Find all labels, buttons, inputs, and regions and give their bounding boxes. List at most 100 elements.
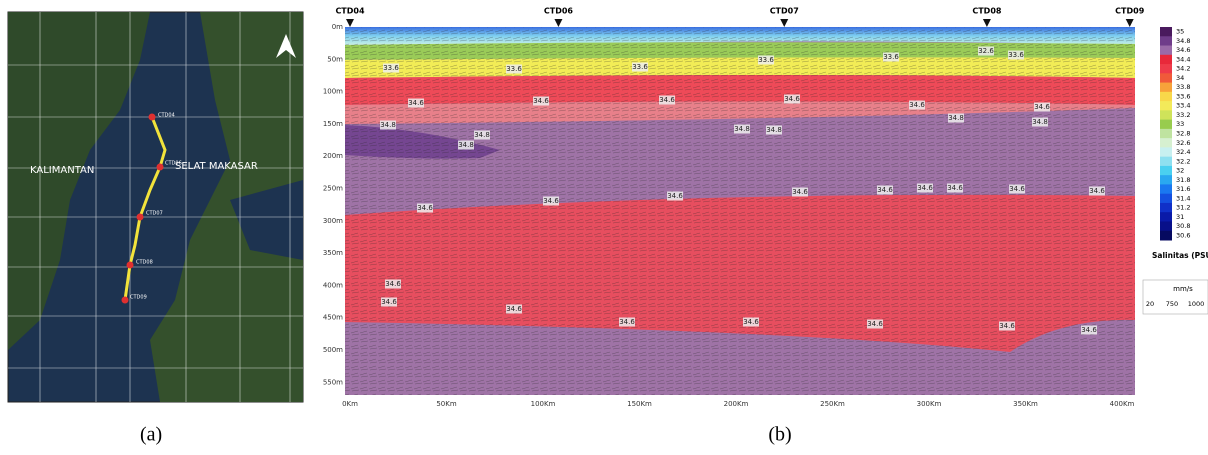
colorbar-swatch (1160, 184, 1172, 194)
colorbar-label: 33.4 (1176, 102, 1190, 110)
contour-label: 34.6 (947, 184, 963, 192)
caption: (a) (140, 424, 162, 446)
colorbar-label: 33.2 (1176, 111, 1190, 119)
map-label: SELAT MAKASAR (175, 161, 258, 172)
distance-tick-label: 200Km (724, 400, 749, 408)
contour-label: 34.6 (1034, 103, 1050, 111)
colorbar-label: 31.8 (1176, 176, 1190, 184)
colorbar-label: 35 (1176, 28, 1184, 36)
contour-label: 34.6 (784, 95, 800, 103)
depth-tick-label: 0m (332, 23, 343, 31)
caption: (b) (768, 424, 791, 446)
colorbar-label: 32 (1176, 167, 1184, 175)
contour-label: 34.6 (385, 280, 401, 288)
colorbar-title: Salinitas (PSU) (1152, 251, 1208, 260)
distance-tick-label: 150Km (627, 400, 652, 408)
distance-tick-label: 350Km (1013, 400, 1038, 408)
colorbar-swatch (1160, 203, 1172, 213)
contour-label: 34.6 (867, 320, 883, 328)
station-label: CTD08 (136, 260, 153, 266)
distance-tick-label: 300Km (917, 400, 942, 408)
colorbar-label: 34.4 (1176, 55, 1190, 63)
contour-label: 34.6 (408, 99, 424, 107)
contour-label: 34.6 (381, 298, 397, 306)
contour-label: 34.6 (909, 101, 925, 109)
station-marker (346, 19, 354, 27)
salinity-section (345, 27, 1135, 395)
vector-legend-label: 750 (1166, 300, 1178, 308)
vector-legend-unit: mm/s (1173, 285, 1193, 293)
contour-label: 34.6 (667, 192, 683, 200)
contour-label: 34.6 (1089, 187, 1105, 195)
contour-label: 32.6 (978, 47, 994, 55)
distance-tick-label: 400Km (1110, 400, 1135, 408)
map (8, 12, 303, 402)
station-marker (780, 19, 788, 27)
station-marker (983, 19, 991, 27)
station-label: CTD09 (1115, 7, 1145, 16)
depth-tick-label: 550m (323, 378, 343, 386)
contour-label: 34.8 (1032, 118, 1048, 126)
contour-label: 34.6 (877, 186, 893, 194)
colorbar-label: 30.6 (1176, 231, 1190, 239)
colorbar-label: 34.8 (1176, 37, 1190, 45)
station-label: CTD07 (146, 211, 163, 217)
colorbar-label: 30.8 (1176, 222, 1190, 230)
contour-label: 33.6 (632, 63, 648, 71)
station-label: CTD06 (544, 7, 574, 16)
contour-label: 34.6 (792, 188, 808, 196)
station-label: CTD06 (165, 161, 182, 167)
colorbar-swatch (1160, 83, 1172, 93)
contour-label: 34.8 (380, 121, 396, 129)
colorbar-label: 34 (1176, 74, 1184, 82)
depth-tick-label: 150m (323, 120, 343, 128)
colorbar-label: 34.6 (1176, 46, 1190, 54)
colorbar-label: 34.2 (1176, 65, 1190, 73)
colorbar-swatch (1160, 73, 1172, 83)
distance-tick-label: 0Km (342, 400, 358, 408)
contour-label: 34.6 (619, 318, 635, 326)
colorbar-swatch (1160, 147, 1172, 157)
contour-label: 33.6 (506, 65, 522, 73)
colorbar-swatch (1160, 55, 1172, 65)
colorbar-swatch (1160, 194, 1172, 204)
depth-tick-label: 100m (323, 88, 343, 96)
contour-label: 34.8 (474, 131, 490, 139)
distance-tick-label: 100Km (531, 400, 556, 408)
station-label: CTD09 (130, 295, 147, 301)
colorbar-swatch (1160, 92, 1172, 102)
vector-legend-label: 1000 (1188, 300, 1205, 308)
vector-legend-label: 20 (1146, 300, 1154, 308)
colorbar-label: 33.8 (1176, 83, 1190, 91)
colorbar-swatch (1160, 175, 1172, 185)
colorbar-swatch (1160, 36, 1172, 46)
distance-tick-label: 250Km (820, 400, 845, 408)
contour-label: 34.6 (417, 204, 433, 212)
depth-tick-label: 400m (323, 281, 343, 289)
station-label: CTD04 (158, 113, 175, 119)
contour-label: 34.6 (1081, 326, 1097, 334)
colorbar-label: 33.6 (1176, 92, 1190, 100)
colorbar-swatch (1160, 157, 1172, 167)
contour-label: 34.8 (734, 125, 750, 133)
contour-label: 33.6 (383, 64, 399, 72)
depth-tick-label: 500m (323, 346, 343, 354)
station-marker (1126, 19, 1134, 27)
depth-tick-label: 450m (323, 314, 343, 322)
contour-label: 34.6 (659, 96, 675, 104)
colorbar-label: 31.2 (1176, 204, 1190, 212)
colorbar-label: 31.6 (1176, 185, 1190, 193)
station-marker (554, 19, 562, 27)
depth-tick-label: 300m (323, 217, 343, 225)
colorbar-swatch (1160, 110, 1172, 120)
depth-tick-label: 200m (323, 152, 343, 160)
colorbar-swatch (1160, 166, 1172, 176)
colorbar-swatch (1160, 212, 1172, 222)
station-label: CTD04 (335, 7, 365, 16)
colorbar-swatch (1160, 101, 1172, 111)
colorbar-swatch (1160, 129, 1172, 139)
distance-tick-label: 50Km (436, 400, 456, 408)
colorbar-label: 31 (1176, 213, 1184, 221)
colorbar-swatch (1160, 27, 1172, 37)
contour-label: 34.6 (1009, 185, 1025, 193)
